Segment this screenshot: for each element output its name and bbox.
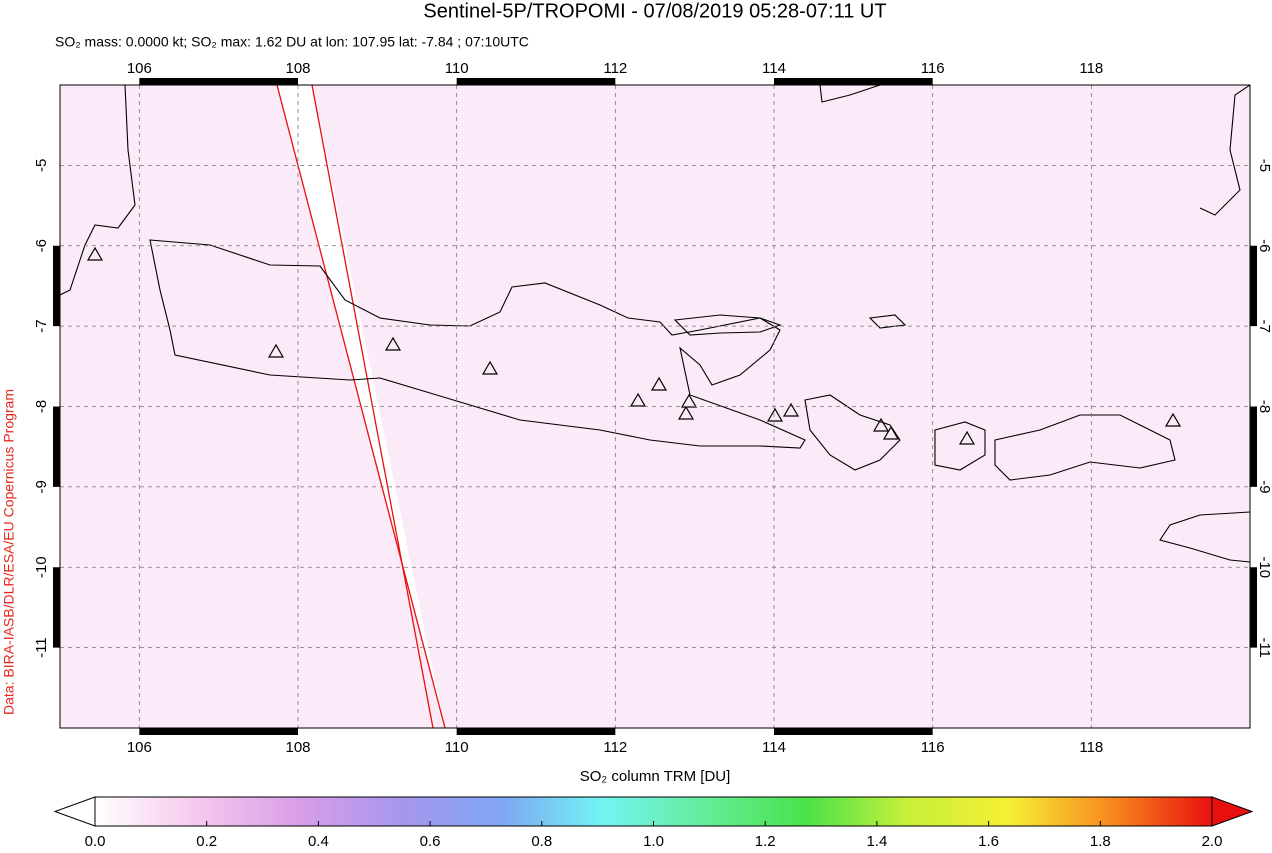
y-tick-label: -11 [1256,637,1272,658]
x-tick-label: 118 [1079,739,1103,756]
y-tick-label: -10 [1256,556,1272,578]
volcano [384,336,402,351]
y-tick-label: -5 [1256,159,1272,172]
x-tick-label: 114 [762,60,786,77]
volcano [1164,412,1182,427]
x-tick-label: 116 [921,60,945,77]
frame-bar [456,728,616,735]
volcano [958,430,976,445]
x-tick-label: 112 [603,60,627,77]
y-tick-label: -8 [33,400,50,413]
colorbar-tick-label: 1.2 [755,833,776,850]
colorbar-over [1211,796,1254,827]
volcano [766,407,784,422]
coastline [673,314,782,336]
swath-edge [276,85,446,728]
coastline [994,414,1176,481]
y-tick-label: -9 [1256,480,1272,493]
volcano [629,392,647,407]
coastline [804,394,901,471]
y-tick-label: -5 [33,159,50,172]
y-tick-label: -7 [1256,319,1272,332]
axes: 106 106 108 108 110 110 112 112 114 114 116 116 118 1… [33,60,1272,756]
colorbar-tick-label: 1.6 [978,833,999,850]
y-tick-label: -9 [33,480,50,493]
colorbar-tick-label: 1.4 [866,833,887,850]
volcano [882,425,900,440]
frame-bar [1250,245,1257,327]
frame-bar [53,245,60,327]
volcano [782,402,800,417]
x-tick-label: 114 [762,739,786,756]
volcano [650,376,668,391]
frame-bar [1250,567,1257,648]
title: Sentinel-5P/TROPOMI - 07/08/2019 05:28-0… [423,0,886,22]
coastline [1199,85,1250,216]
frame-bar [53,406,60,487]
frame-bar [774,78,933,85]
credit: Data: BIRA-IASB/DLR/ESA/EU Copernicus Pr… [1,389,17,715]
x-tick-label: 110 [445,739,469,756]
frame-bar [456,78,616,85]
coastline [819,85,881,103]
frame-bar [139,78,298,85]
frame-bar [774,728,933,735]
volcano [872,417,890,432]
x-tick-label: 108 [285,739,310,756]
x-tick-label: 112 [603,739,627,756]
volcano [680,393,698,408]
y-tick-label: -7 [33,319,50,332]
x-tick-label: 108 [285,60,310,77]
x-tick-label: 118 [1079,60,1103,77]
coastline [60,85,136,296]
y-tick-label: -6 [33,239,50,252]
y-tick-label: -10 [33,556,50,578]
colorbar-tick-label: 0.2 [196,833,217,850]
map-frame [59,84,1251,729]
volcano [267,343,285,358]
colorbar-tick-label: 2.0 [1202,833,1223,850]
y-tick-label: -11 [33,637,50,658]
colorbar-tick-label: 1.8 [1090,833,1111,850]
volcano [481,360,499,375]
colorbar-tick-label: 1.0 [643,833,664,850]
frame-bar [139,728,298,735]
colorbar-tick-label: 0.4 [308,833,329,850]
colorbar-label: SO₂ column TRM [DU] [580,768,731,785]
y-tick-label: -6 [1256,239,1272,252]
subtitle: SO₂ mass: 0.0000 kt; SO₂ max: 1.62 DU at… [55,34,529,50]
colorbar: 0.0 0.2 0.4 0.6 0.8 1.0 1.2 1.4 1.6 1.8 2.0 [53,796,1254,850]
coastline [1159,511,1250,563]
volcanoes [86,246,1182,445]
x-tick-label: 116 [921,739,945,756]
volcano [677,405,695,420]
frame-bar [1250,406,1257,487]
x-tick-label: 106 [127,739,152,756]
volcano [86,246,104,261]
y-tick-label: -8 [1256,400,1272,413]
colorbar-under [53,796,96,827]
colorbar-tick-label: 0.6 [420,833,441,850]
colorbar-tick-label: 0.0 [85,833,106,850]
coastline [868,314,907,329]
x-tick-label: 106 [127,60,152,77]
coastline [934,421,986,471]
x-tick-label: 110 [445,60,469,77]
colorbar-tick-label: 0.8 [531,833,552,850]
frame-bar [53,567,60,648]
